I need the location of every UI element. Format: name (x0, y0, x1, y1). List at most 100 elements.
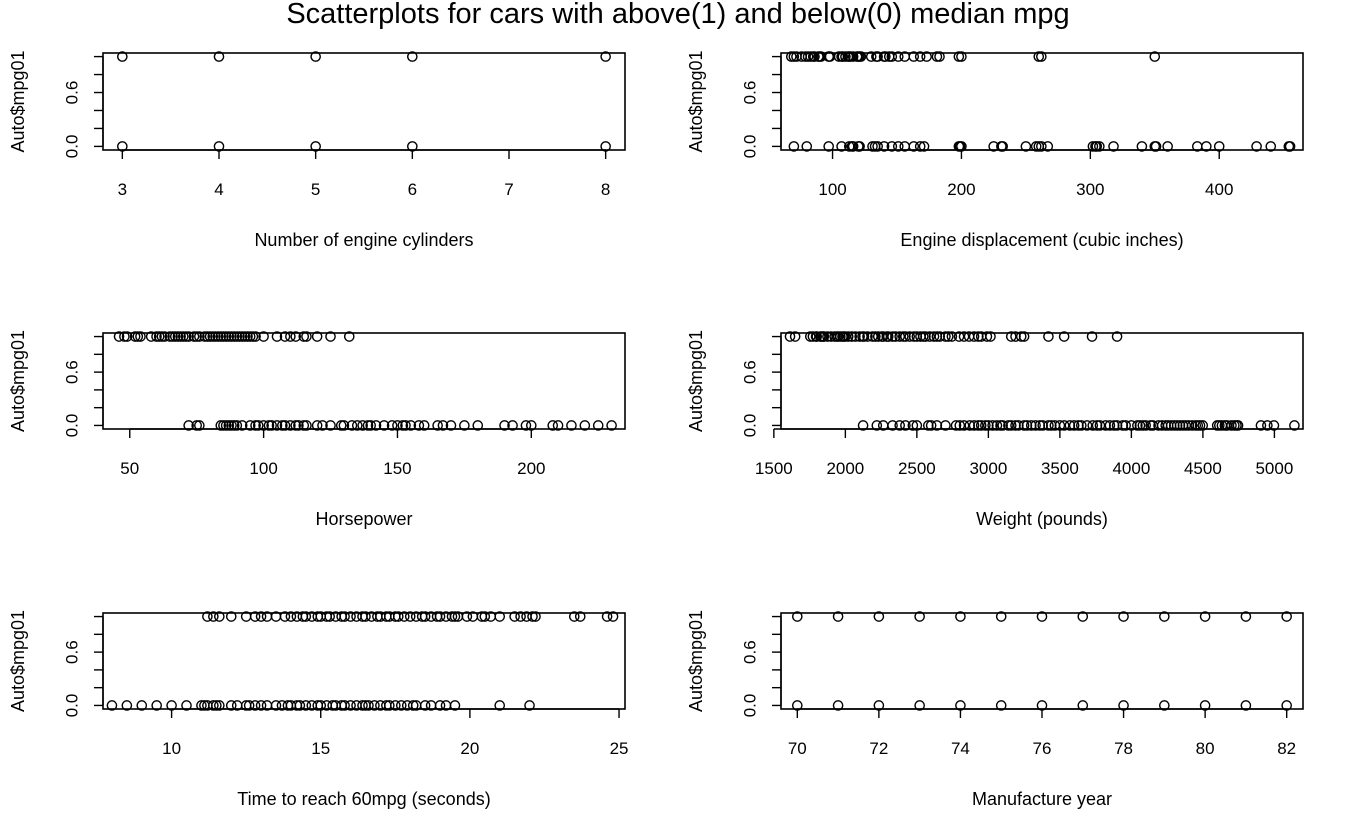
data-point-below (293, 420, 304, 431)
data-point-below (526, 420, 537, 431)
data-point-below (1043, 420, 1054, 431)
data-point-above (339, 611, 350, 622)
data-point-above (1005, 331, 1017, 342)
y-axis-label: Auto$mpg01 (8, 610, 28, 712)
data-point-above (832, 611, 844, 622)
x-tick-label: 74 (951, 739, 970, 758)
data-point-below (223, 420, 235, 431)
data-point-below (991, 420, 1003, 431)
data-point-above (568, 611, 580, 622)
scatter-panel-2: 100 200 300 400 0.0 0.6 Engine displacement (c… (686, 50, 1304, 250)
y-tick-label: 0.6 (740, 640, 759, 664)
x-tick-label: 1500 (755, 459, 793, 478)
data-point-below (136, 700, 148, 711)
data-point-above (226, 331, 237, 342)
data-point-above (446, 611, 458, 622)
data-point-above (792, 611, 803, 622)
data-point-above (258, 331, 269, 342)
data-point-below (449, 700, 461, 711)
data-point-below (362, 420, 374, 431)
data-point-above (956, 51, 967, 62)
data-point-above (213, 51, 225, 62)
data-point-below (955, 700, 966, 711)
data-point-above (345, 611, 356, 622)
data-point-below (832, 700, 844, 711)
y-tick-label: 0.0 (62, 135, 81, 159)
data-point-above (494, 611, 506, 622)
plot-frame (780, 332, 1304, 430)
data-point-below (1289, 420, 1300, 431)
x-tick-label: 150 (383, 459, 411, 478)
x-axis-label: Horsepower (315, 509, 412, 529)
data-point-below (214, 700, 225, 711)
data-point-above (1159, 611, 1170, 622)
data-point-below (956, 141, 967, 152)
data-point-below (243, 700, 255, 711)
data-point-below (255, 700, 267, 711)
data-point-above (1149, 51, 1161, 62)
data-point-below (520, 420, 532, 431)
data-point-above (995, 611, 1007, 622)
data-point-below (437, 420, 449, 431)
x-tick-label: 2500 (898, 459, 936, 478)
data-point-above (298, 331, 310, 342)
data-point-above (290, 331, 302, 342)
data-point-above (872, 51, 883, 62)
data-point-below (1020, 141, 1032, 152)
x-tick-label: 76 (1033, 739, 1052, 758)
data-point-above (210, 331, 221, 342)
x-tick-label: 4 (214, 180, 223, 199)
data-point-above (865, 51, 877, 62)
plot-frame (102, 52, 626, 151)
data-point-below (975, 420, 987, 431)
data-point-above (236, 331, 248, 342)
scatter-panel-4: 1500 2000 2500 3000 3500 4000 4500 5000 0.0 0.6 We… (686, 330, 1304, 529)
data-point-below (507, 420, 518, 431)
data-point-above (574, 611, 586, 622)
data-point-below (1268, 420, 1280, 431)
data-point-above (191, 331, 202, 342)
data-point-above (981, 331, 993, 342)
data-point-above (600, 51, 611, 62)
data-point-below (1030, 420, 1041, 431)
data-point-below (1159, 700, 1170, 711)
data-point-below (823, 141, 834, 152)
data-point-above (943, 331, 954, 342)
data-point-above (404, 611, 416, 622)
data-point-below (244, 420, 256, 431)
data-point-below (940, 420, 951, 431)
data-point-above (461, 611, 473, 622)
data-point-below (1226, 420, 1237, 431)
data-point-below (968, 420, 980, 431)
data-point-below (250, 420, 261, 431)
data-point-above (1043, 331, 1054, 342)
data-point-below (266, 420, 277, 431)
y-tick-label: 0.6 (62, 360, 81, 384)
data-point-below (290, 420, 302, 431)
data-point-below (390, 700, 401, 711)
data-point-below (345, 700, 356, 711)
data-point-below (357, 700, 368, 711)
x-tick-label: 15 (311, 739, 330, 758)
data-point-above (247, 331, 259, 342)
x-tick-label: 200 (517, 459, 545, 478)
data-point-below (277, 420, 288, 431)
data-point-below (183, 420, 194, 431)
data-point-below (191, 420, 202, 431)
data-point-above (515, 611, 526, 622)
data-point-above (530, 611, 541, 622)
data-point-below (792, 700, 803, 711)
data-point-above (183, 331, 194, 342)
y-tick-label: 0.6 (62, 640, 81, 664)
x-tick-label: 72 (869, 739, 888, 758)
data-point-above (958, 331, 970, 342)
data-point-below (1005, 420, 1017, 431)
data-point-above (220, 331, 232, 342)
data-point-above (164, 331, 176, 342)
data-point-below (950, 420, 962, 431)
data-point-below (908, 141, 920, 152)
data-point-above (285, 611, 297, 622)
data-point-below (378, 420, 390, 431)
data-point-below (236, 420, 248, 431)
plot-frame (780, 612, 1304, 710)
